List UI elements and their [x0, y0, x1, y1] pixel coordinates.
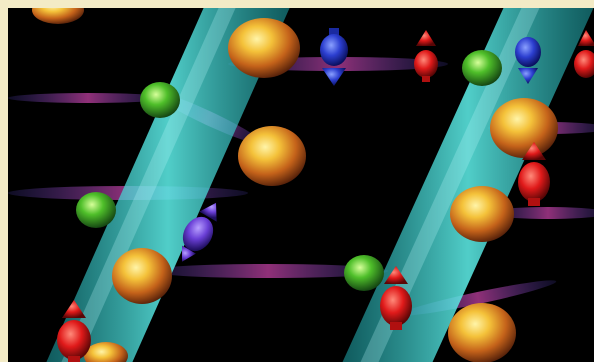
- gold-sphere-icon: [448, 303, 516, 362]
- gold-sphere-icon: [32, 8, 84, 24]
- orbital-ring: [488, 207, 594, 219]
- green-spheres: [76, 50, 502, 291]
- gold-sphere-icon: [84, 342, 128, 362]
- spin-up-arrow-icon: [574, 30, 594, 78]
- light-beam-highlight: [360, 8, 540, 362]
- spin-down-arrow-icon: [515, 37, 541, 84]
- gold-sphere-icon: [112, 248, 172, 304]
- spin-down-arrows: [320, 28, 541, 86]
- gold-spheres: [32, 8, 558, 362]
- gold-sphere-icon: [238, 126, 306, 186]
- light-beams: [46, 8, 594, 362]
- spin-down-arrow-icon: [320, 28, 348, 86]
- spin-up-arrow-icon: [57, 300, 91, 362]
- illustration-svg: [8, 8, 594, 362]
- light-beam: [342, 8, 594, 362]
- green-sphere-icon: [462, 50, 502, 86]
- spin-up-arrow-icon: [414, 30, 438, 82]
- orbital-ring: [8, 93, 168, 103]
- spin-up-arrow-icon: [518, 142, 550, 206]
- gold-sphere-icon: [228, 18, 300, 78]
- spin-up-arrow-icon: [380, 266, 412, 330]
- illustration-scene: [8, 8, 594, 362]
- spin-up-arrows: [57, 30, 594, 362]
- gold-sphere-icon: [450, 186, 514, 242]
- gold-sphere-icon: [490, 98, 558, 158]
- tilted-spin-arrow-icon: [182, 202, 217, 262]
- green-sphere-icon: [344, 255, 384, 291]
- light-beam-highlight: [61, 8, 236, 362]
- light-beam: [46, 8, 290, 362]
- orbital-ring: [148, 264, 388, 278]
- green-sphere-icon: [76, 192, 116, 228]
- green-sphere-icon: [140, 82, 180, 118]
